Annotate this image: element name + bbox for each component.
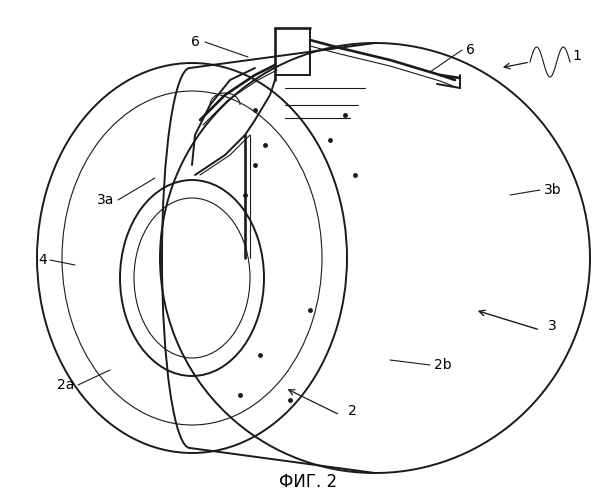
Text: 2a: 2a: [57, 378, 74, 392]
Text: 3: 3: [548, 319, 557, 333]
Text: 6: 6: [191, 35, 200, 49]
Text: 6: 6: [466, 43, 475, 57]
Text: 2: 2: [348, 404, 357, 418]
Text: 2b: 2b: [434, 358, 452, 372]
Text: 1: 1: [572, 49, 581, 63]
Text: 4: 4: [38, 253, 47, 267]
Text: 3a: 3a: [97, 193, 114, 207]
Text: ФИГ. 2: ФИГ. 2: [279, 473, 337, 491]
Text: 3b: 3b: [544, 183, 562, 197]
